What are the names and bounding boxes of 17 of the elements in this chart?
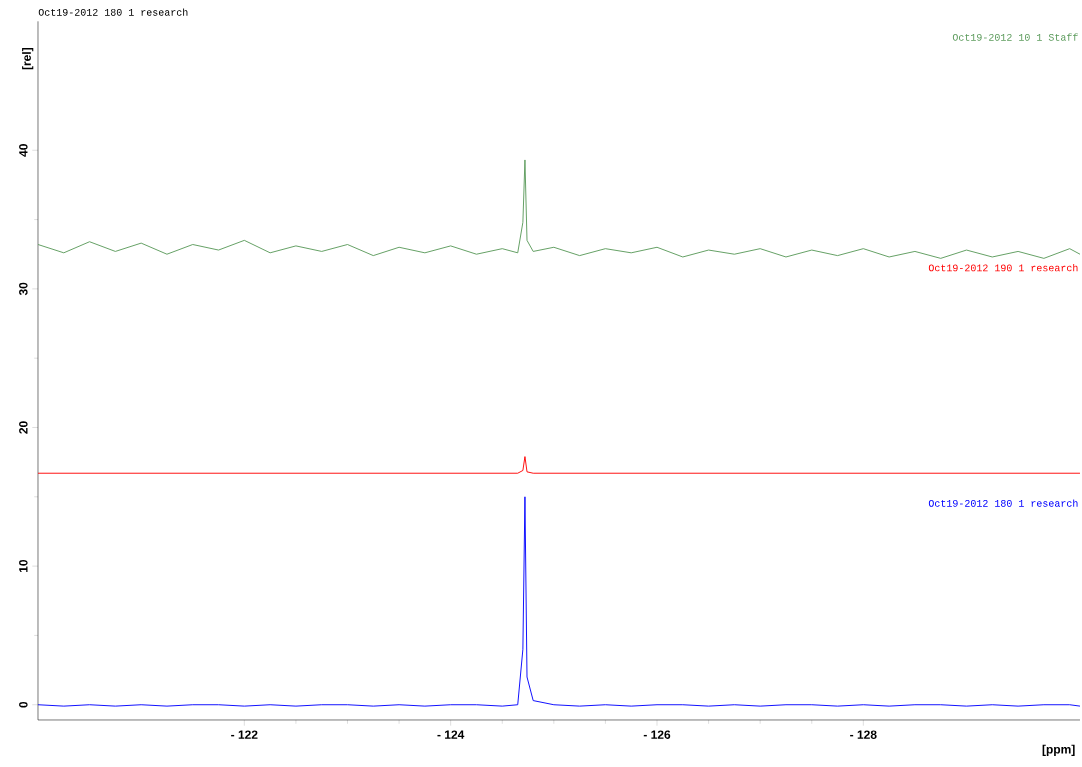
y-axis-title: [rel] [22,48,34,70]
text: Oct19-2012 10 1 Staff [952,33,1078,41]
line-series [37,159,1081,259]
y-tick-label: 30 [19,282,28,296]
text: Oct19-2012 180 1 research [928,499,1078,507]
x-tick-label: - 126 [643,730,671,739]
y-tick-label: 40 [19,144,28,157]
x-tick-label: - 122 [231,730,258,739]
line-series [37,496,1081,707]
x-tick-label: - 128 [850,730,877,739]
y-tick-label: 20 [19,421,28,434]
chart-title: Oct19-2012 180 1 research [38,8,188,16]
x-axis-title: [ppm] [1042,744,1075,756]
y-tick-label: 0 [19,701,28,708]
y-tick-label: 10 [19,559,28,573]
text: Oct19-2012 190 1 research [928,263,1078,272]
x-tick-label: - 124 [437,730,465,739]
